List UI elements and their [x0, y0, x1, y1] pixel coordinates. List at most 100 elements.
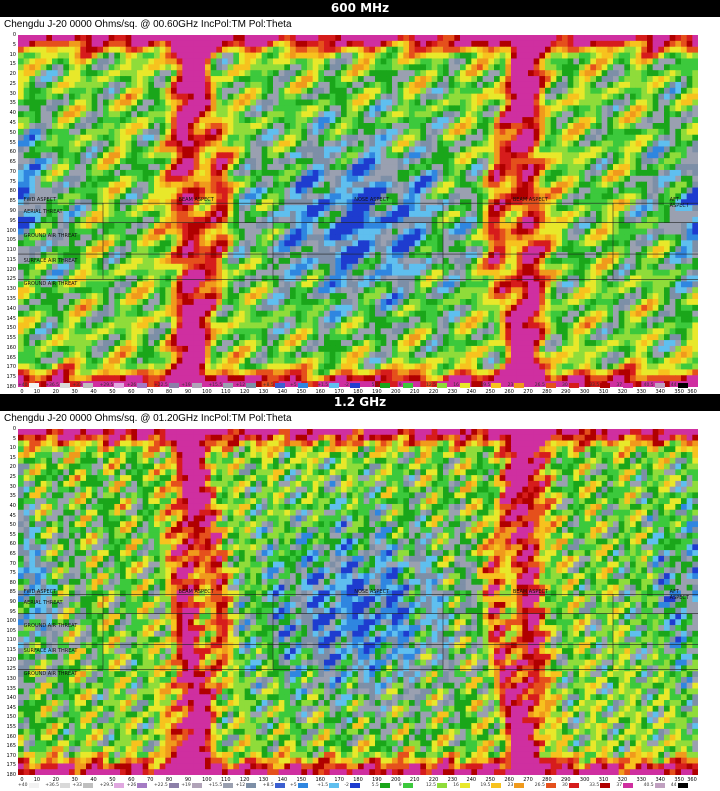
heatmap-cell [647, 246, 654, 253]
heatmap-cell [579, 187, 586, 194]
heatmap-cell [250, 87, 257, 95]
heatmap-cell [329, 216, 336, 224]
heatmap-cell [420, 46, 427, 53]
heatmap-cell [301, 199, 308, 206]
heatmap-cell [562, 211, 569, 218]
heatmap-cell [301, 269, 308, 276]
heatmap-cell [584, 146, 591, 153]
heatmap-cell [528, 70, 535, 77]
heatmap-cell [420, 146, 427, 153]
heatmap-cell [284, 257, 291, 265]
heatmap-cell [23, 35, 30, 42]
heatmap-cell [443, 240, 450, 247]
heatmap-cell [363, 58, 370, 65]
heatmap-cell [477, 140, 484, 147]
heatmap-cell [137, 252, 144, 259]
heatmap-cell [397, 187, 404, 194]
heatmap-cell [97, 123, 104, 130]
heatmap-cell [125, 134, 132, 141]
heatmap-cell [176, 58, 183, 65]
heatmap-cell [341, 158, 348, 165]
heatmap-cell [159, 240, 166, 247]
heatmap-cell [35, 169, 42, 177]
heatmap-cell [46, 58, 53, 65]
heatmap-cell [437, 64, 444, 71]
heatmap-cell [193, 64, 200, 71]
heatmap-cell [686, 40, 693, 48]
heatmap-cell [69, 105, 76, 112]
heatmap-cell [205, 58, 212, 65]
heatmap-cell [414, 246, 421, 253]
heatmap-cell [482, 205, 489, 212]
heatmap-cell [601, 152, 608, 159]
heatmap-cell [647, 35, 654, 42]
heatmap-cell [284, 93, 291, 100]
heatmap-cell [52, 105, 59, 112]
heatmap-cell [324, 252, 331, 259]
heatmap-cell [35, 228, 42, 235]
heatmap-cell [397, 93, 404, 100]
heatmap-cell [352, 257, 359, 265]
heatmap-plot[interactable]: FWD ASPECT BEAM ASPECT NOSE ASPECT BEAM ASP… [18, 35, 698, 387]
heatmap-cell [114, 187, 121, 194]
heatmap-cell [318, 252, 325, 259]
heatmap-cell [154, 134, 161, 141]
heatmap-cell [35, 46, 42, 53]
heatmap-cell [443, 211, 450, 218]
heatmap-cell [74, 70, 81, 77]
heatmap-cell [590, 269, 597, 276]
heatmap-cell [669, 46, 676, 53]
heatmap-cell [120, 199, 127, 206]
heatmap-cell [431, 87, 438, 95]
heatmap-cell [346, 40, 353, 48]
heatmap-cell [539, 58, 546, 65]
heatmap-cell [375, 146, 382, 153]
heatmap-cell [426, 128, 433, 136]
heatmap-cell [397, 70, 404, 77]
heatmap-cell [522, 193, 529, 200]
heatmap-cell [635, 146, 642, 153]
heatmap-cell [471, 105, 478, 112]
heatmap-cell [443, 123, 450, 130]
heatmap-cell [239, 81, 246, 89]
heatmap-cell [307, 257, 314, 265]
heatmap-cell [91, 211, 98, 218]
heatmap-cell [137, 257, 144, 265]
heatmap-cell [477, 269, 484, 276]
heatmap-cell [403, 222, 410, 229]
heatmap-cell [69, 275, 76, 282]
heatmap-cell [482, 246, 489, 253]
heatmap-cell [669, 222, 676, 229]
heatmap-cell [647, 228, 654, 235]
y-tick-label: 75 [9, 178, 16, 185]
heatmap-cell [681, 64, 688, 71]
heatmap-cell [443, 46, 450, 53]
heatmap-cell [567, 246, 574, 253]
heatmap-cell [590, 117, 597, 124]
heatmap-cell [131, 117, 138, 124]
heatmap-cell [635, 169, 642, 177]
heatmap-cell [120, 205, 127, 212]
heatmap-cell [579, 35, 586, 42]
heatmap-cell [522, 158, 529, 165]
heatmap-cell [341, 146, 348, 153]
heatmap-cell [392, 222, 399, 229]
heatmap-cell [437, 93, 444, 100]
heatmap-cell [358, 205, 365, 212]
heatmap-cell [312, 234, 319, 241]
heatmap-cell [142, 46, 149, 53]
heatmap-cell [108, 105, 115, 112]
heatmap-cell [641, 81, 648, 89]
heatmap-cell [159, 228, 166, 235]
heatmap-cell [284, 216, 291, 224]
heatmap-cell [562, 205, 569, 212]
heatmap-cell [250, 205, 257, 212]
heatmap-cell [363, 123, 370, 130]
heatmap-cell [142, 152, 149, 159]
heatmap-cell [103, 228, 110, 235]
heatmap-cell [567, 234, 574, 241]
heatmap-cell [23, 234, 30, 241]
heatmap-cell [346, 140, 353, 147]
heatmap-cell [499, 52, 506, 59]
heatmap-cell [465, 246, 472, 253]
